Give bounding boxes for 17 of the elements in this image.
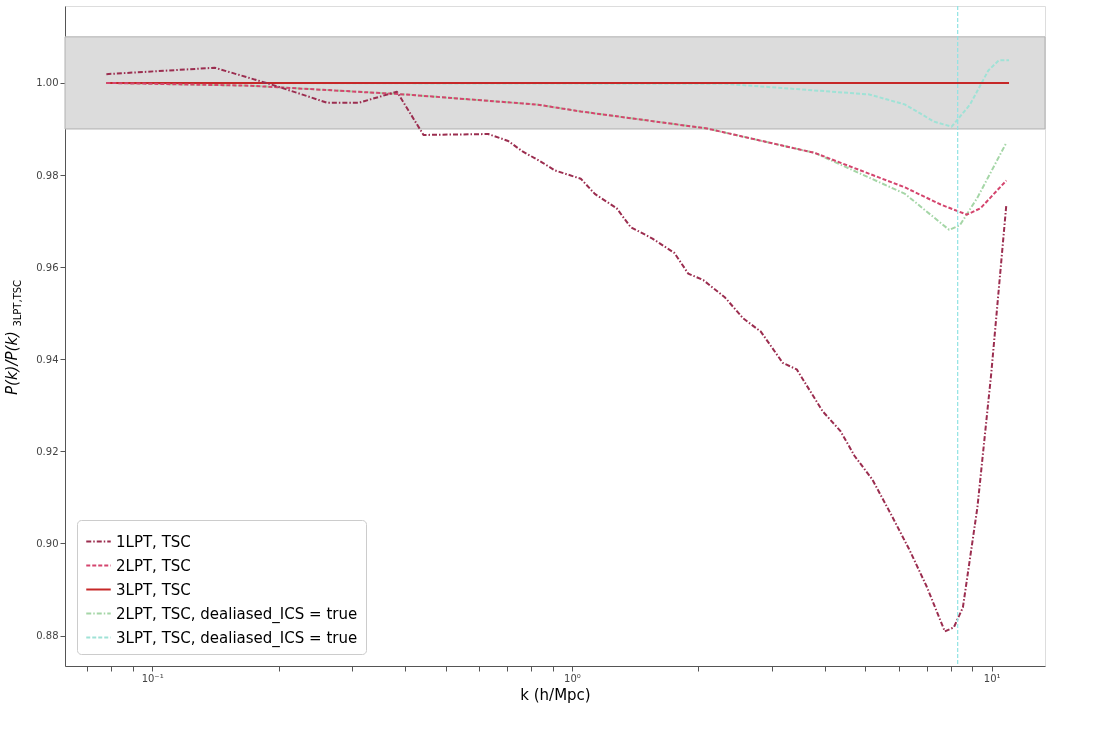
y-tick-label: 0.90 bbox=[36, 537, 59, 549]
x-axis-title: k (h/Mpc) bbox=[520, 685, 591, 704]
x-tick-label: 10⁻¹ bbox=[141, 672, 164, 684]
y-tick-label: 0.88 bbox=[36, 630, 59, 642]
y-axis-title: P(k)/P(k)3LPT,TSC bbox=[3, 279, 23, 395]
y-tick-label: 0.94 bbox=[36, 353, 59, 365]
x-tick-label: 10⁰ bbox=[564, 672, 581, 684]
legend-label: 2LPT, TSC, dealiased_ICS = true bbox=[116, 604, 358, 624]
legend-label: 3LPT, TSC bbox=[116, 580, 191, 599]
legend-label: 3LPT, TSC, dealiased_ICS = true bbox=[116, 628, 358, 648]
legend-label: 1LPT, TSC bbox=[116, 532, 191, 551]
legend-label: 2LPT, TSC bbox=[116, 556, 191, 575]
y-tick-label: 0.92 bbox=[36, 445, 59, 457]
x-tick-label: 10¹ bbox=[983, 672, 1001, 684]
y-tick-label: 0.98 bbox=[36, 169, 59, 181]
y-tick-label: 0.96 bbox=[36, 261, 59, 273]
y-tick-label: 1.00 bbox=[36, 77, 59, 89]
